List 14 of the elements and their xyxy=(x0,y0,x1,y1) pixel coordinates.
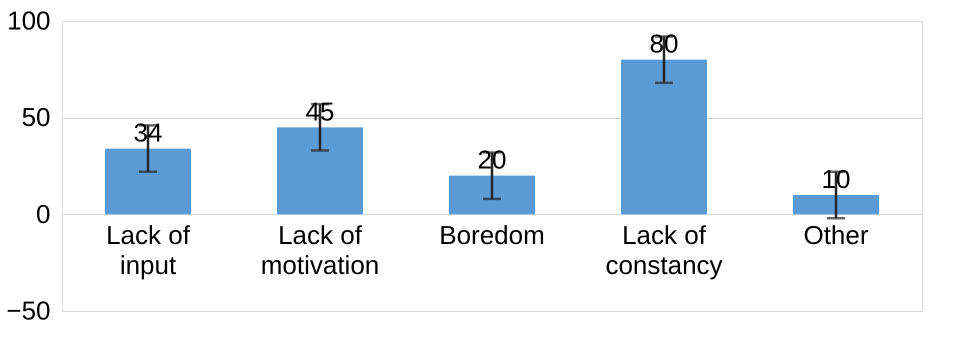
bar xyxy=(277,127,363,214)
y-tick-label: 50 xyxy=(22,102,50,132)
x-tick-label: Boredom xyxy=(439,220,545,250)
bar xyxy=(621,60,707,214)
y-tick-label: 0 xyxy=(36,198,50,229)
bar xyxy=(105,148,191,214)
y-tick-label: 100 xyxy=(7,6,50,36)
x-tick-label: Lack of input xyxy=(106,220,191,280)
y-tick-label: −50 xyxy=(6,296,50,326)
bar xyxy=(793,195,879,214)
bar xyxy=(449,176,535,214)
x-tick-label: Other xyxy=(803,220,869,250)
x-tick-label: Lack of constancy xyxy=(605,220,723,280)
x-tick-label: Lack of motivation xyxy=(260,220,380,280)
